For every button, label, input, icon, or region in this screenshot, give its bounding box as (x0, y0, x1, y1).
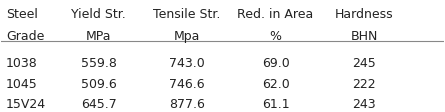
Text: 243: 243 (352, 97, 376, 110)
Text: 746.6: 746.6 (169, 77, 205, 90)
Text: Steel: Steel (6, 8, 38, 21)
Text: 877.6: 877.6 (169, 97, 205, 110)
Text: 1038: 1038 (6, 57, 37, 70)
Text: Yield Str.: Yield Str. (71, 8, 126, 21)
Text: 69.0: 69.0 (262, 57, 289, 70)
Text: 222: 222 (352, 77, 376, 90)
Text: MPa: MPa (86, 30, 111, 42)
Text: Hardness: Hardness (335, 8, 393, 21)
Text: %: % (270, 30, 282, 42)
Text: 1045: 1045 (6, 77, 37, 90)
Text: Grade: Grade (6, 30, 44, 42)
Text: 559.8: 559.8 (81, 57, 117, 70)
Text: 509.6: 509.6 (81, 77, 117, 90)
Text: Mpa: Mpa (174, 30, 200, 42)
Text: 645.7: 645.7 (81, 97, 117, 110)
Text: 62.0: 62.0 (262, 77, 289, 90)
Text: 743.0: 743.0 (169, 57, 205, 70)
Text: Red. in Area: Red. in Area (238, 8, 314, 21)
Text: 61.1: 61.1 (262, 97, 289, 110)
Text: 15V24: 15V24 (6, 97, 46, 110)
Text: Tensile Str.: Tensile Str. (154, 8, 221, 21)
Text: BHN: BHN (350, 30, 378, 42)
Text: 245: 245 (352, 57, 376, 70)
